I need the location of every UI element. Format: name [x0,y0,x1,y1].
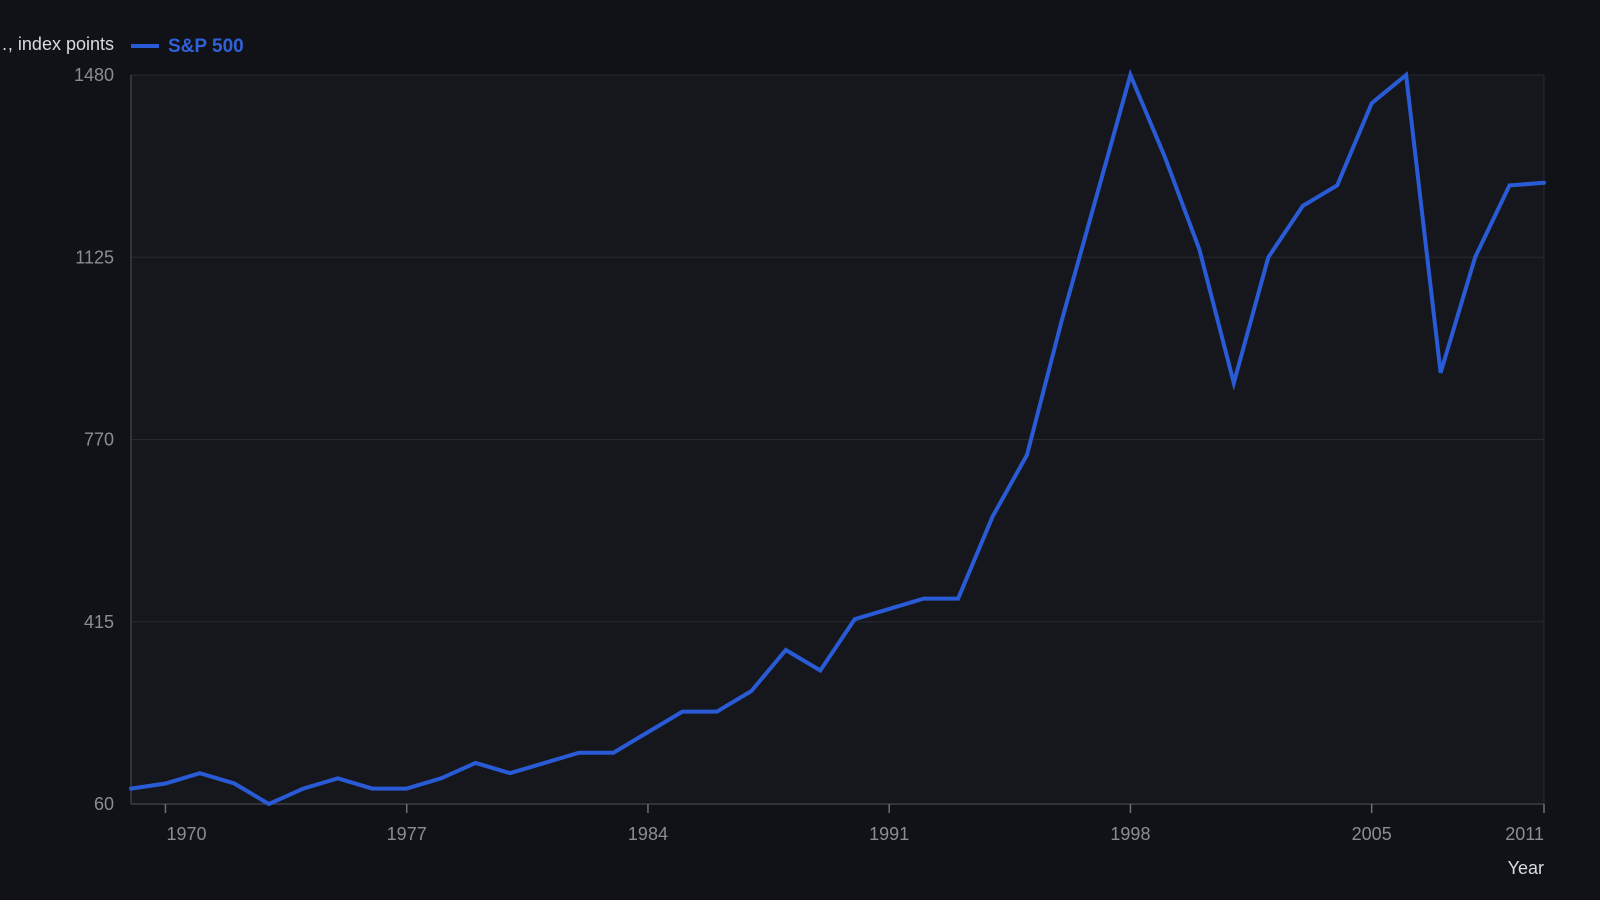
x-tick-label: 1991 [869,824,909,844]
y-axis-title: …, index points [0,34,114,54]
x-tick-label: 1970 [166,824,206,844]
x-axis-title: Year [1508,858,1544,878]
x-tick-label: 1977 [387,824,427,844]
x-tick-label: 1998 [1110,824,1150,844]
x-tick-label: 1984 [628,824,668,844]
y-tick-label: 1125 [75,247,114,267]
series-line-sp500 [129,68,1546,807]
y-tick-label: 60 [94,794,114,814]
x-tick-label: 2011 [1505,824,1544,844]
x-tick-label: 2005 [1352,824,1392,844]
legend-label-sp500: S&P 500 [168,36,244,57]
y-tick-label: 1480 [74,65,114,85]
y-tick-label: 770 [84,430,114,450]
y-tick-label: 415 [84,612,114,632]
